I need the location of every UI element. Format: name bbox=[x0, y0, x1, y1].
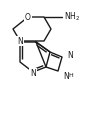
Text: H: H bbox=[68, 73, 73, 78]
Text: N: N bbox=[67, 51, 73, 60]
Text: O: O bbox=[25, 12, 31, 21]
Text: NH$_2$: NH$_2$ bbox=[64, 11, 80, 23]
Text: N: N bbox=[63, 72, 69, 81]
Text: N: N bbox=[17, 36, 23, 45]
Text: N: N bbox=[30, 69, 36, 78]
